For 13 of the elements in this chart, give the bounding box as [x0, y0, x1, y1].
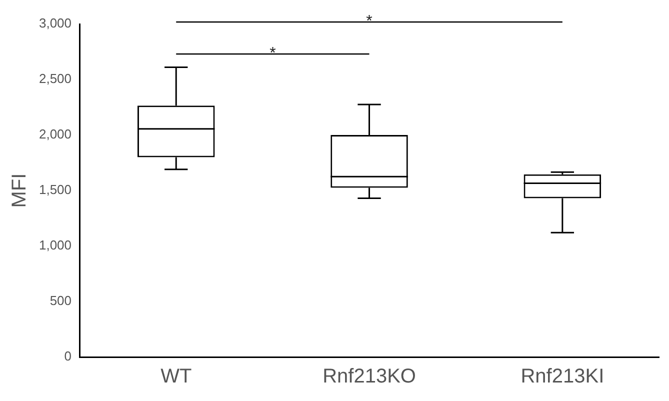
- x-tick-label: WT: [160, 366, 192, 388]
- annotation: *: [270, 45, 276, 62]
- x-tick-label: Rnf213KI: [520, 366, 604, 388]
- y-tick-label: 3,000: [38, 16, 72, 31]
- y-tick-label: 500: [50, 293, 72, 308]
- y-tick-label: 2,500: [38, 71, 72, 86]
- annotation: *: [366, 13, 372, 30]
- y-axis-title: MFI: [8, 173, 31, 208]
- y-tick-label: 1,000: [38, 238, 72, 253]
- y-tick-label: 1,500: [38, 182, 72, 198]
- y-tick-label: 0: [64, 348, 72, 364]
- y-tick-label: 2,000: [38, 126, 72, 142]
- x-tick-label: Rnf213KO: [322, 366, 416, 388]
